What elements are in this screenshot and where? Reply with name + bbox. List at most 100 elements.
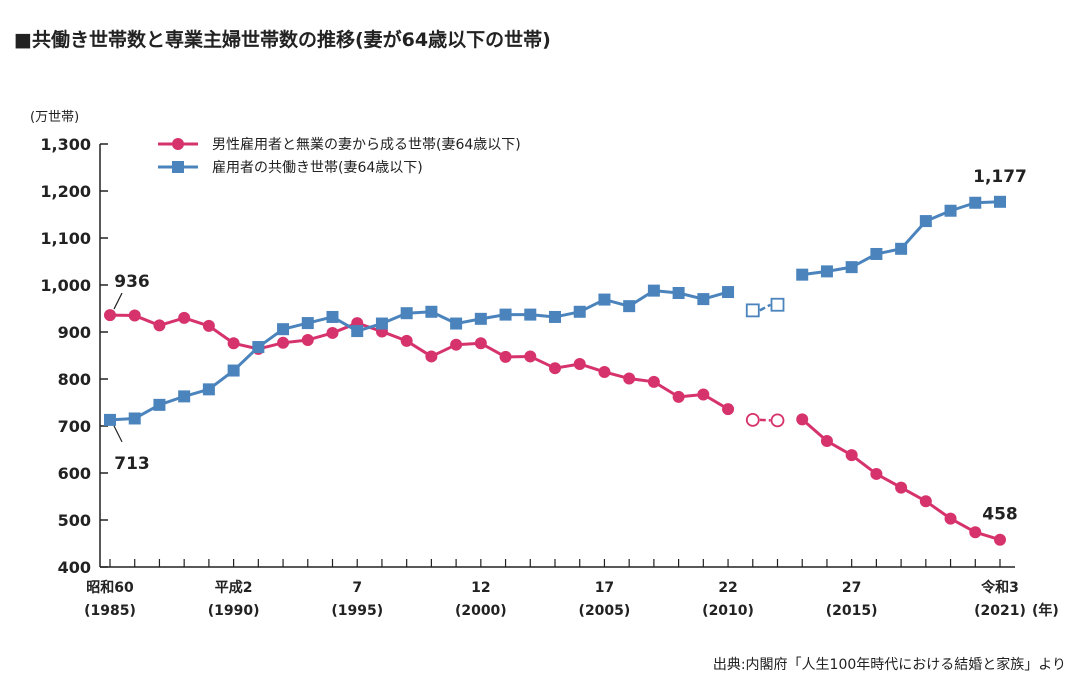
data-point-dual_income xyxy=(104,413,116,426)
data-point-husband_only xyxy=(944,512,957,525)
data-label: 458 xyxy=(982,505,1018,525)
x-tick-label-year: (1990) xyxy=(208,603,260,619)
data-point-dual_income xyxy=(153,398,166,411)
y-tick-label: 1,000 xyxy=(40,276,91,295)
series-line-dual_income xyxy=(802,200,1001,277)
data-point-husband_only xyxy=(474,337,487,350)
data-point-husband_only xyxy=(277,336,290,349)
data-point-husband_only xyxy=(573,357,586,370)
x-tick-label-year: (2000) xyxy=(455,603,507,619)
data-point-dual_income xyxy=(128,412,141,425)
y-tick-label: 1,200 xyxy=(40,182,91,201)
y-tick-label: 400 xyxy=(58,558,91,577)
data-point-husband_only xyxy=(400,334,413,347)
data-point-husband_only xyxy=(623,372,636,385)
x-tick-label-year: (2021) xyxy=(974,603,1026,619)
x-tick-label: 22 xyxy=(718,580,737,596)
data-point-dual_income xyxy=(227,364,240,377)
data-point-dual_income xyxy=(474,312,487,325)
y-tick-label: 800 xyxy=(58,370,91,389)
chart-title: ■共働き世帯数と専業主婦世帯数の推移(妻が64歳以下の世帯) xyxy=(14,28,551,51)
data-point-dual_income xyxy=(549,310,561,323)
data-point-dual_income xyxy=(870,247,883,260)
data-point-husband_only xyxy=(770,413,785,428)
data-point-dual_income xyxy=(969,196,982,209)
data-point-dual_income xyxy=(697,293,710,306)
legend-label-dual-income: 雇用者の共働き世帯(妻64歳以下) xyxy=(212,159,423,176)
data-point-dual_income xyxy=(770,297,785,312)
y-tick-label: 600 xyxy=(58,464,91,483)
data-point-husband_only xyxy=(549,362,561,375)
data-point-husband_only xyxy=(104,309,116,322)
data-point-dual_income xyxy=(351,325,364,338)
data-point-dual_income xyxy=(994,195,1006,208)
data-point-dual_income xyxy=(796,268,809,281)
data-point-dual_income xyxy=(252,341,265,354)
y-tick-label: 500 xyxy=(58,511,91,530)
data-point-dual_income xyxy=(647,284,660,297)
x-tick-label-year: (1985) xyxy=(84,603,136,619)
data-point-husband_only xyxy=(845,449,858,462)
data-point-husband_only xyxy=(425,350,438,363)
data-point-dual_income xyxy=(499,308,512,321)
data-label: 713 xyxy=(114,454,150,474)
data-point-husband_only xyxy=(128,309,141,322)
legend-marker-husband-only xyxy=(172,138,184,150)
data-point-husband_only xyxy=(598,365,611,378)
data-point-dual_income xyxy=(277,323,290,336)
x-tick-label: 平成2 xyxy=(215,579,253,596)
data-point-husband_only xyxy=(301,333,314,346)
data-point-dual_income xyxy=(722,286,735,299)
data-point-husband_only xyxy=(450,338,463,351)
data-point-dual_income xyxy=(202,383,215,396)
data-point-dual_income xyxy=(672,286,685,299)
y-tick-label: 700 xyxy=(58,417,91,436)
legend-marker-dual-income xyxy=(172,161,184,173)
data-point-husband_only xyxy=(722,403,735,416)
data-point-husband_only xyxy=(524,350,537,363)
x-tick-label: 17 xyxy=(595,580,614,596)
x-tick-label-year: (1995) xyxy=(331,603,383,619)
series-line-dual_income xyxy=(109,289,729,422)
source-note: 出典:内閣府「人生100年時代における結婚と家族」より xyxy=(713,656,1066,673)
data-point-dual_income xyxy=(745,303,760,318)
data-point-husband_only xyxy=(796,413,809,426)
data-point-husband_only xyxy=(672,390,685,403)
data-point-dual_income xyxy=(820,265,833,278)
series-markers xyxy=(104,195,1006,546)
data-point-dual_income xyxy=(450,317,463,330)
data-point-husband_only xyxy=(153,319,166,332)
data-point-husband_only xyxy=(745,412,760,427)
data-point-dual_income xyxy=(919,215,932,228)
legend-label-husband-only: 男性雇用者と無業の妻から成る世帯(妻64歳以下) xyxy=(212,136,521,153)
x-tick-label: 昭和60 xyxy=(86,580,134,596)
data-point-dual_income xyxy=(623,300,636,313)
label-leader-line xyxy=(113,425,123,443)
data-point-husband_only xyxy=(820,435,833,448)
x-tick-label: 7 xyxy=(352,580,362,596)
x-axis: 昭和60 (1985) 平成2 (1990) 7 (1995) 12 (2000) 17 (200… xyxy=(84,559,1026,619)
series-line-husband_only xyxy=(109,313,729,411)
series-line-husband_only xyxy=(801,418,1001,542)
label-leader-line xyxy=(113,292,123,310)
data-point-dual_income xyxy=(944,204,957,217)
data-labels: 936 713 1,177 458 xyxy=(113,167,1027,525)
data-point-husband_only xyxy=(202,319,215,332)
x-tick-label: 12 xyxy=(471,580,490,596)
data-point-dual_income xyxy=(425,305,438,318)
data-label: 1,177 xyxy=(973,167,1027,187)
y-tick-label: 1,100 xyxy=(40,229,91,248)
y-tick-label: 900 xyxy=(58,323,91,342)
x-tick-label: 27 xyxy=(842,580,861,596)
data-point-dual_income xyxy=(598,293,611,306)
x-tick-label: 令和3 xyxy=(980,579,1019,596)
x-axis-unit: (年) xyxy=(1032,602,1059,619)
x-tick-label-year: (2015) xyxy=(826,603,878,619)
data-point-husband_only xyxy=(697,388,710,401)
x-tick-label-year: (2010) xyxy=(702,603,754,619)
y-tick-label: 1,300 xyxy=(40,135,91,154)
data-point-dual_income xyxy=(845,261,858,274)
data-point-dual_income xyxy=(301,317,314,330)
data-point-dual_income xyxy=(895,242,908,255)
